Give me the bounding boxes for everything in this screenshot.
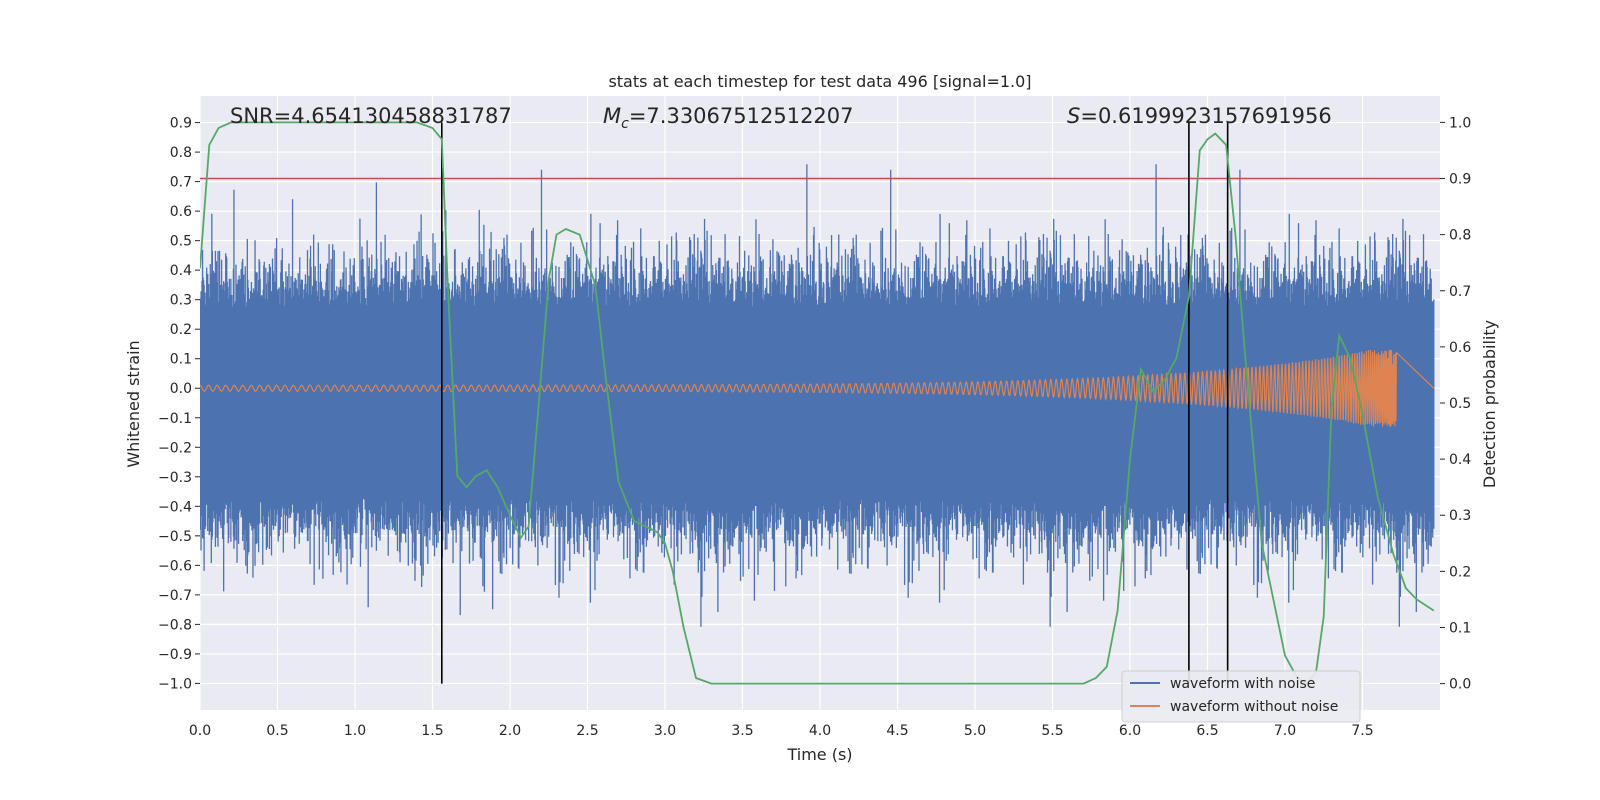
y-tick-label: −0.2 xyxy=(158,440,192,456)
x-tick-label: 6.0 xyxy=(1119,723,1141,739)
y-tick-label: −0.6 xyxy=(158,558,192,574)
y-tick-label: −0.7 xyxy=(158,588,192,604)
x-tick-label: 1.5 xyxy=(421,723,443,739)
chirp-mass-value: =7.33067512512207 xyxy=(629,104,854,128)
x-tick-label: 2.0 xyxy=(499,723,521,739)
x-tick-label: 4.5 xyxy=(886,723,908,739)
y2-axis-label: Detection probability xyxy=(1480,320,1499,488)
x-tick-label: 3.0 xyxy=(654,723,676,739)
chirp-mass-subscript: c xyxy=(621,116,629,132)
y-axis-label: Whitened strain xyxy=(124,340,143,467)
x-tick-label: 3.5 xyxy=(731,723,753,739)
y2-tick-label: 0.0 xyxy=(1449,677,1471,693)
y2-tick-label: 0.7 xyxy=(1449,284,1471,300)
x-tick-label: 5.0 xyxy=(964,723,986,739)
y2-tick-label: 0.1 xyxy=(1449,620,1471,636)
snr-annotation: SNR=4.654130458831787 xyxy=(230,104,512,128)
y2-tick-label: 0.9 xyxy=(1449,172,1471,188)
y2-tick-label: 0.3 xyxy=(1449,508,1471,524)
y-tick-label: 0.6 xyxy=(170,204,192,220)
x-tick-label: 0.5 xyxy=(266,723,288,739)
legend-label-clean: waveform without noise xyxy=(1170,699,1338,715)
y-tick-label: −0.3 xyxy=(158,470,192,486)
chart-title: stats at each timestep for test data 496… xyxy=(608,72,1031,91)
y2-tick-label: 0.5 xyxy=(1449,396,1471,412)
x-tick-label: 7.0 xyxy=(1274,723,1296,739)
x-tick-label: 0.0 xyxy=(189,723,211,739)
chirp-mass-annotation: Mc=7.33067512512207 xyxy=(603,104,854,132)
legend: waveform with noise waveform without noi… xyxy=(1121,670,1361,723)
y-tick-label: 0.8 xyxy=(170,145,192,161)
y2-tick-label: 0.6 xyxy=(1449,340,1471,356)
x-tick-label: 2.5 xyxy=(576,723,598,739)
x-tick-label: 4.0 xyxy=(809,723,831,739)
chirp-mass-symbol: M xyxy=(603,104,621,128)
y-tick-label: −1.0 xyxy=(158,676,192,692)
y2-tick-label: 0.8 xyxy=(1449,228,1471,244)
y-tick-label: 0.9 xyxy=(170,116,192,132)
x-tick-label: 1.0 xyxy=(344,723,366,739)
y2-tick-label: 1.0 xyxy=(1449,115,1471,131)
y2-tick-label: 0.2 xyxy=(1449,564,1471,580)
y2-ticks: 0.0 0.1 0.2 0.3 0.4 0.5 0.6 0.7 0.8 0.9 1.0 xyxy=(1440,115,1471,693)
x-tick-label: 6.5 xyxy=(1196,723,1218,739)
y-tick-label: −0.5 xyxy=(158,529,192,545)
y-ticks: −1.0 −0.9 −0.8 −0.7 −0.6 −0.5 −0.4 −0.3 −0.2 −0.1… xyxy=(158,116,200,692)
y-tick-label: 0.2 xyxy=(170,322,192,338)
x-tick-label: 7.5 xyxy=(1351,723,1373,739)
y-tick-label: −0.8 xyxy=(158,617,192,633)
x-ticks: 0.0 0.5 1.0 1.5 2.0 2.5 3.0 3.5 4.0 4.5 5.0 5.5 6.0 6… xyxy=(189,723,1374,739)
vertical-markers xyxy=(440,122,1229,684)
s-symbol: S xyxy=(1067,104,1080,128)
y-tick-label: 0.1 xyxy=(170,352,192,368)
y-tick-label: −0.9 xyxy=(158,647,192,663)
s-annotation: S=0.6199923157691956 xyxy=(1067,104,1332,128)
x-axis-label: Time (s) xyxy=(786,745,852,764)
y-tick-label: 0.3 xyxy=(170,293,192,309)
clean-series xyxy=(200,349,1435,427)
legend-box xyxy=(1121,670,1361,723)
y-tick-label: −0.4 xyxy=(158,499,192,515)
y-tick-label: 0.7 xyxy=(170,175,192,191)
legend-label-noise: waveform with noise xyxy=(1170,676,1315,692)
waveform-without-noise-line xyxy=(200,349,1435,427)
s-value: =0.6199923157691956 xyxy=(1080,104,1331,128)
y-tick-label: 0.5 xyxy=(170,234,192,250)
x-tick-label: 5.5 xyxy=(1041,723,1063,739)
y-tick-label: 0.0 xyxy=(170,381,192,397)
y2-tick-label: 0.4 xyxy=(1449,452,1471,468)
y-tick-label: −0.1 xyxy=(158,411,192,427)
y-tick-label: 0.4 xyxy=(170,263,192,279)
